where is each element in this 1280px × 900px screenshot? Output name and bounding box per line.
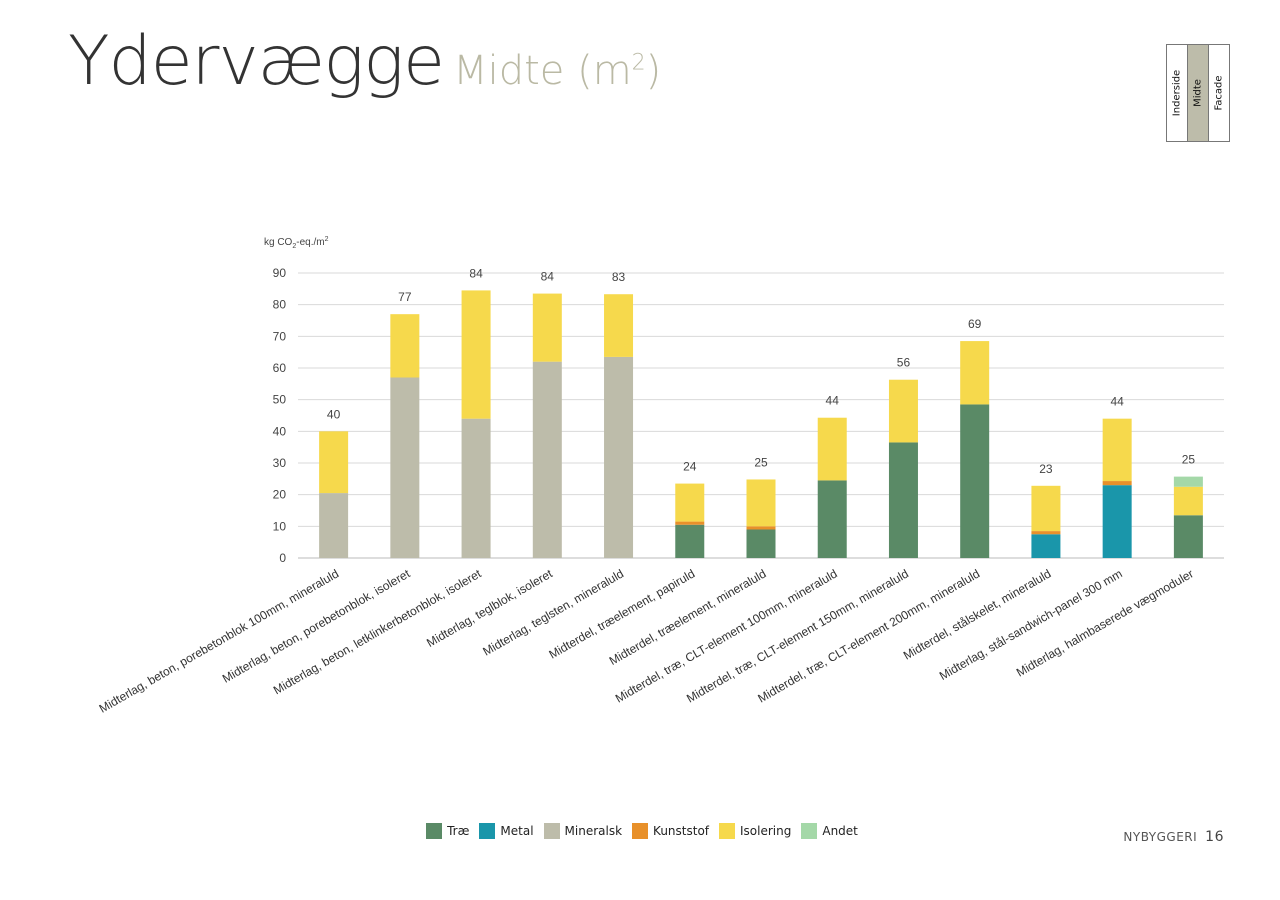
y-tick-label: 40 (273, 424, 287, 438)
chart-legend: Træ Metal Mineralsk Kunststof Isolering Andet (0, 823, 1280, 839)
title-subtitle: Midte (m2) (453, 48, 661, 94)
bar-segment-6-kunststof (746, 526, 776, 530)
title-main: Ydervægge (68, 22, 445, 101)
bar-segment-11-isolering (1102, 418, 1132, 482)
y-tick-label: 30 (273, 456, 287, 470)
bar-segment-5-træ (675, 524, 705, 558)
bar-segment-12-træ (1173, 515, 1203, 558)
legend-swatch (543, 823, 560, 839)
legend-label: Kunststof (653, 824, 710, 838)
legend-swatch (632, 823, 649, 839)
bar-segment-5-kunststof (675, 521, 705, 525)
bar-segment-5-isolering (675, 483, 705, 522)
bar-segment-7-træ (817, 480, 847, 558)
bar-segment-0-mineralsk (319, 493, 349, 558)
bar-segment-6-træ (746, 529, 776, 558)
legend-item-metal: Metal (479, 823, 534, 839)
bar-segment-10-kunststof (1031, 531, 1061, 535)
bar-segment-1-isolering (390, 314, 420, 378)
page-footer: NYBYGGERI 16 (1123, 829, 1224, 845)
page-title: Ydervægge Midte (m2) (68, 22, 661, 101)
y-tick-label: 0 (279, 551, 286, 565)
y-tick-label: 80 (273, 298, 287, 312)
bar-total-label: 44 (826, 394, 840, 408)
bar-segment-3-isolering (532, 293, 562, 362)
wall-layer-indicator: Inderside Midte Facade (1166, 44, 1230, 142)
bar-segment-9-isolering (960, 341, 990, 405)
legend-label: Andet (822, 824, 858, 838)
y-tick-label: 10 (273, 519, 287, 533)
bar-segment-4-mineralsk (604, 356, 634, 558)
bar-segment-12-isolering (1173, 486, 1203, 516)
legend-item-andet: Andet (801, 823, 858, 839)
layer-midte: Midte (1188, 45, 1209, 141)
bar-total-label: 44 (1110, 395, 1124, 409)
bar-total-label: 25 (1182, 453, 1196, 467)
bar-segment-2-isolering (461, 290, 491, 419)
y-axis-label: kg CO2-eq./m2 (264, 236, 329, 250)
bar-total-label: 24 (683, 460, 697, 474)
y-tick-label: 50 (273, 393, 287, 407)
legend-label: Træ (447, 824, 470, 838)
subtitle-end: ) (645, 48, 662, 94)
bar-segment-6-isolering (746, 479, 776, 527)
x-tick-label: Midterlag, beton, porebetonblok 100mm, m… (97, 566, 341, 715)
bar-segment-2-mineralsk (461, 418, 491, 558)
legend-item-isolering: Isolering (719, 823, 791, 839)
subtitle-superscript: 2 (631, 50, 646, 76)
bar-segment-8-isolering (888, 379, 918, 443)
bar-segment-0-isolering (319, 431, 349, 494)
bar-total-label: 84 (541, 270, 555, 284)
legend-item-kunststof: Kunststof (632, 823, 709, 839)
bar-total-label: 83 (612, 270, 626, 284)
legend-label: Metal (500, 824, 534, 838)
subtitle-text: Midte (m (453, 48, 632, 94)
bar-segment-8-træ (888, 442, 918, 558)
bar-total-label: 84 (469, 266, 483, 280)
y-tick-label: 20 (273, 488, 287, 502)
legend-swatch (719, 823, 736, 839)
y-tick-label: 70 (273, 329, 287, 343)
legend-item-træ: Træ (426, 823, 469, 839)
legend-label: Mineralsk (564, 824, 623, 838)
y-tick-label: 60 (273, 361, 287, 375)
legend-swatch (479, 823, 496, 839)
layer-inderside: Inderside (1167, 45, 1188, 141)
legend-item-mineralsk: Mineralsk (543, 823, 623, 839)
bar-segment-4-isolering (604, 294, 634, 357)
bar-segment-11-kunststof (1102, 481, 1132, 486)
bar-total-label: 77 (398, 290, 412, 304)
bar-segment-1-mineralsk (390, 377, 420, 558)
bar-segment-3-mineralsk (532, 361, 562, 558)
footer-section: NYBYGGERI (1123, 830, 1198, 844)
bar-segment-12-andet (1173, 476, 1203, 487)
bar-segment-9-træ (960, 404, 990, 558)
bar-segment-10-isolering (1031, 485, 1061, 532)
bar-segment-10-metal (1031, 534, 1061, 558)
x-tick-label: Midterlag, teglblok, isoleret (424, 566, 555, 650)
bar-total-label: 40 (327, 407, 341, 421)
bar-segment-7-isolering (817, 417, 847, 481)
legend-swatch (801, 823, 818, 839)
legend-label: Isolering (740, 824, 792, 838)
legend-swatch (426, 823, 443, 839)
bar-total-label: 56 (897, 356, 911, 370)
bar-segment-11-metal (1102, 485, 1132, 558)
y-tick-label: 90 (273, 266, 287, 280)
bar-total-label: 23 (1039, 462, 1053, 476)
bar-total-label: 25 (754, 455, 768, 469)
bar-total-label: 69 (968, 317, 982, 331)
page-number: 16 (1205, 829, 1224, 845)
